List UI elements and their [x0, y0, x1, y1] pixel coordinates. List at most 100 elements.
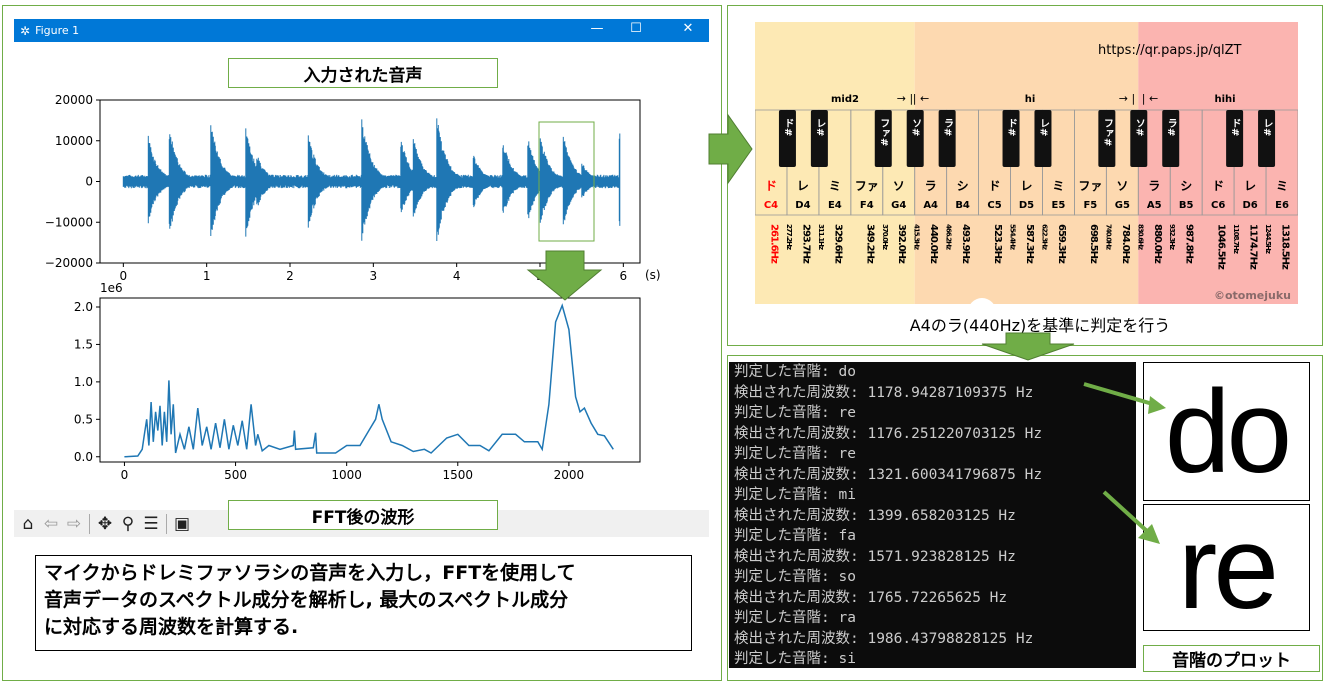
- key-code: F4: [860, 200, 874, 211]
- black-key: [938, 110, 956, 167]
- black-key: [874, 110, 892, 167]
- toolbar-separator: [89, 513, 90, 534]
- maximize-button[interactable]: ☐: [630, 21, 642, 36]
- black-key-frequency: 466.2Hz: [945, 224, 953, 250]
- key-name: ファ: [1078, 179, 1102, 193]
- range-arrow: → |: [897, 92, 913, 105]
- back-arrow-icon[interactable]: ⇦: [43, 513, 59, 534]
- description-line: マイクからドレミファソラシの音声を入力し，FFTを使用して: [44, 562, 576, 584]
- x-tick-label: 3: [370, 269, 378, 283]
- black-key-name: ソ#: [910, 118, 921, 136]
- black-key-name: ソ#: [1133, 118, 1144, 136]
- terminal-line: 判定した音階: re: [734, 405, 856, 421]
- key-frequency: 440.0Hz: [928, 224, 939, 264]
- black-key-frequency: 1244.5Hz: [1264, 224, 1272, 254]
- close-button[interactable]: ✕: [682, 21, 694, 36]
- note-plot-do: do: [1143, 362, 1310, 501]
- input-audio-label: 入力された音声: [228, 58, 498, 88]
- key-name: ファ: [855, 179, 879, 193]
- fft-spectrum-line: [124, 303, 614, 458]
- note-plot-re: re: [1143, 502, 1310, 634]
- piano-chart: mid2 hi hihi→ | | ← → | | ←https://qr.paps.jp…: [755, 22, 1298, 304]
- key-frequency: 493.9Hz: [960, 224, 971, 264]
- key-name: レ: [797, 179, 809, 193]
- black-key-name: ファ#: [1101, 118, 1112, 146]
- black-key: [1002, 110, 1020, 167]
- section-label: hi: [1025, 94, 1036, 105]
- decorative-circle: [970, 298, 994, 304]
- description-box: マイクからドレミファソラシの音声を入力し，FFTを使用して 音声データのスペクト…: [35, 555, 692, 651]
- pan-icon[interactable]: ✥: [97, 513, 113, 534]
- pointer-arrow-re: [1102, 490, 1150, 534]
- y-offset-label: 1e6: [100, 281, 123, 295]
- key-frequency: 523.3Hz: [992, 224, 1003, 264]
- key-frequency: 261.6Hz: [768, 224, 779, 264]
- selection-box: [538, 121, 595, 242]
- black-key: [1226, 110, 1244, 167]
- black-key: [1258, 110, 1276, 167]
- down-arrow: [981, 332, 1075, 361]
- window-title: Figure 1: [35, 24, 80, 37]
- black-key-name: レ#: [814, 118, 825, 136]
- reference-label: A4のラ(440Hz)を基準に判定を行う: [909, 316, 1171, 335]
- terminal-line: 判定した音階: ra: [734, 610, 856, 626]
- key-name: ミ: [1276, 179, 1288, 193]
- zoom-icon[interactable]: ⚲: [121, 513, 135, 534]
- black-key-name: レ#: [1261, 118, 1272, 136]
- save-icon[interactable]: ▣: [173, 513, 191, 534]
- forward-arrow-icon[interactable]: ⇨: [66, 513, 82, 534]
- terminal-line: 判定した音階: re: [734, 446, 856, 462]
- x-tick-label: 1000: [331, 468, 362, 482]
- pointer-arrow-do: [1083, 382, 1157, 407]
- key-frequency: 349.2Hz: [864, 224, 875, 264]
- key-frequency: 659.3Hz: [1056, 224, 1067, 264]
- key-name: ミ: [829, 179, 841, 193]
- key-name: レ: [1244, 179, 1256, 193]
- home-icon[interactable]: ⌂: [22, 513, 34, 534]
- black-key-frequency: 622.3Hz: [1040, 224, 1048, 250]
- black-key-name: ラ#: [1165, 118, 1176, 137]
- range-arrow: → |: [1119, 92, 1135, 105]
- key-name: ラ: [925, 179, 937, 193]
- black-key-frequency: 370.0Hz: [881, 224, 889, 250]
- key-frequency: 880.0Hz: [1152, 224, 1163, 264]
- key-frequency: 784.0Hz: [1120, 224, 1131, 264]
- x-tick-label: 500: [224, 468, 247, 482]
- window-titlebar: ✲ Figure 1 — ☐ ✕: [14, 19, 709, 42]
- key-frequency: 1174.7Hz: [1248, 224, 1259, 270]
- terminal-output: 判定した音階: do 検出された周波数: 1178.94287109375 Hz 判…: [729, 362, 1136, 668]
- key-frequency: 1318.5Hz: [1280, 224, 1291, 270]
- black-key-frequency: 311.1Hz: [817, 224, 825, 250]
- black-key: [778, 110, 796, 167]
- key-frequency: 587.3Hz: [1024, 224, 1035, 264]
- waveform-line: [122, 118, 621, 241]
- black-key-frequency: 1108.7Hz: [1232, 224, 1240, 254]
- key-code: D5: [1019, 200, 1034, 211]
- range-arrow: | ←: [1142, 92, 1158, 105]
- section-label: hihi: [1214, 94, 1235, 105]
- black-key-name: ド#: [782, 118, 793, 137]
- terminal-line: 検出された周波数: 1176.251220703125 Hz: [734, 425, 1043, 442]
- black-key-name: ファ#: [878, 118, 889, 146]
- y-tick-label: 0.5: [74, 412, 93, 426]
- black-key-frequency: 277.2Hz: [785, 224, 793, 250]
- toolbar-separator: [166, 513, 167, 534]
- terminal-line: 判定した音階: so: [734, 569, 856, 585]
- y-tick-label: 0: [85, 175, 93, 189]
- note-plot-text: re: [1178, 501, 1279, 634]
- terminal-line: 検出された周波数: 1321.600341796875 Hz: [734, 466, 1043, 483]
- matplotlib-logo-icon: ✲: [20, 23, 31, 38]
- minimize-button[interactable]: —: [590, 21, 604, 36]
- y-tick-label: −10000: [45, 215, 93, 229]
- black-key: [1162, 110, 1180, 167]
- key-code: A5: [1147, 200, 1162, 211]
- x-tick-label: 1500: [443, 468, 474, 482]
- key-frequency: 329.6Hz: [832, 224, 843, 264]
- key-code: D6: [1242, 200, 1257, 211]
- y-tick-label: 2.0: [74, 300, 93, 314]
- key-frequency: 1046.5Hz: [1216, 224, 1227, 270]
- terminal-line: 検出された周波数: 1986.43798828125 Hz: [734, 630, 1034, 647]
- black-key-frequency: 740.0Hz: [1104, 224, 1112, 250]
- configure-icon[interactable]: ☰: [143, 513, 159, 534]
- key-code: C5: [987, 200, 1001, 211]
